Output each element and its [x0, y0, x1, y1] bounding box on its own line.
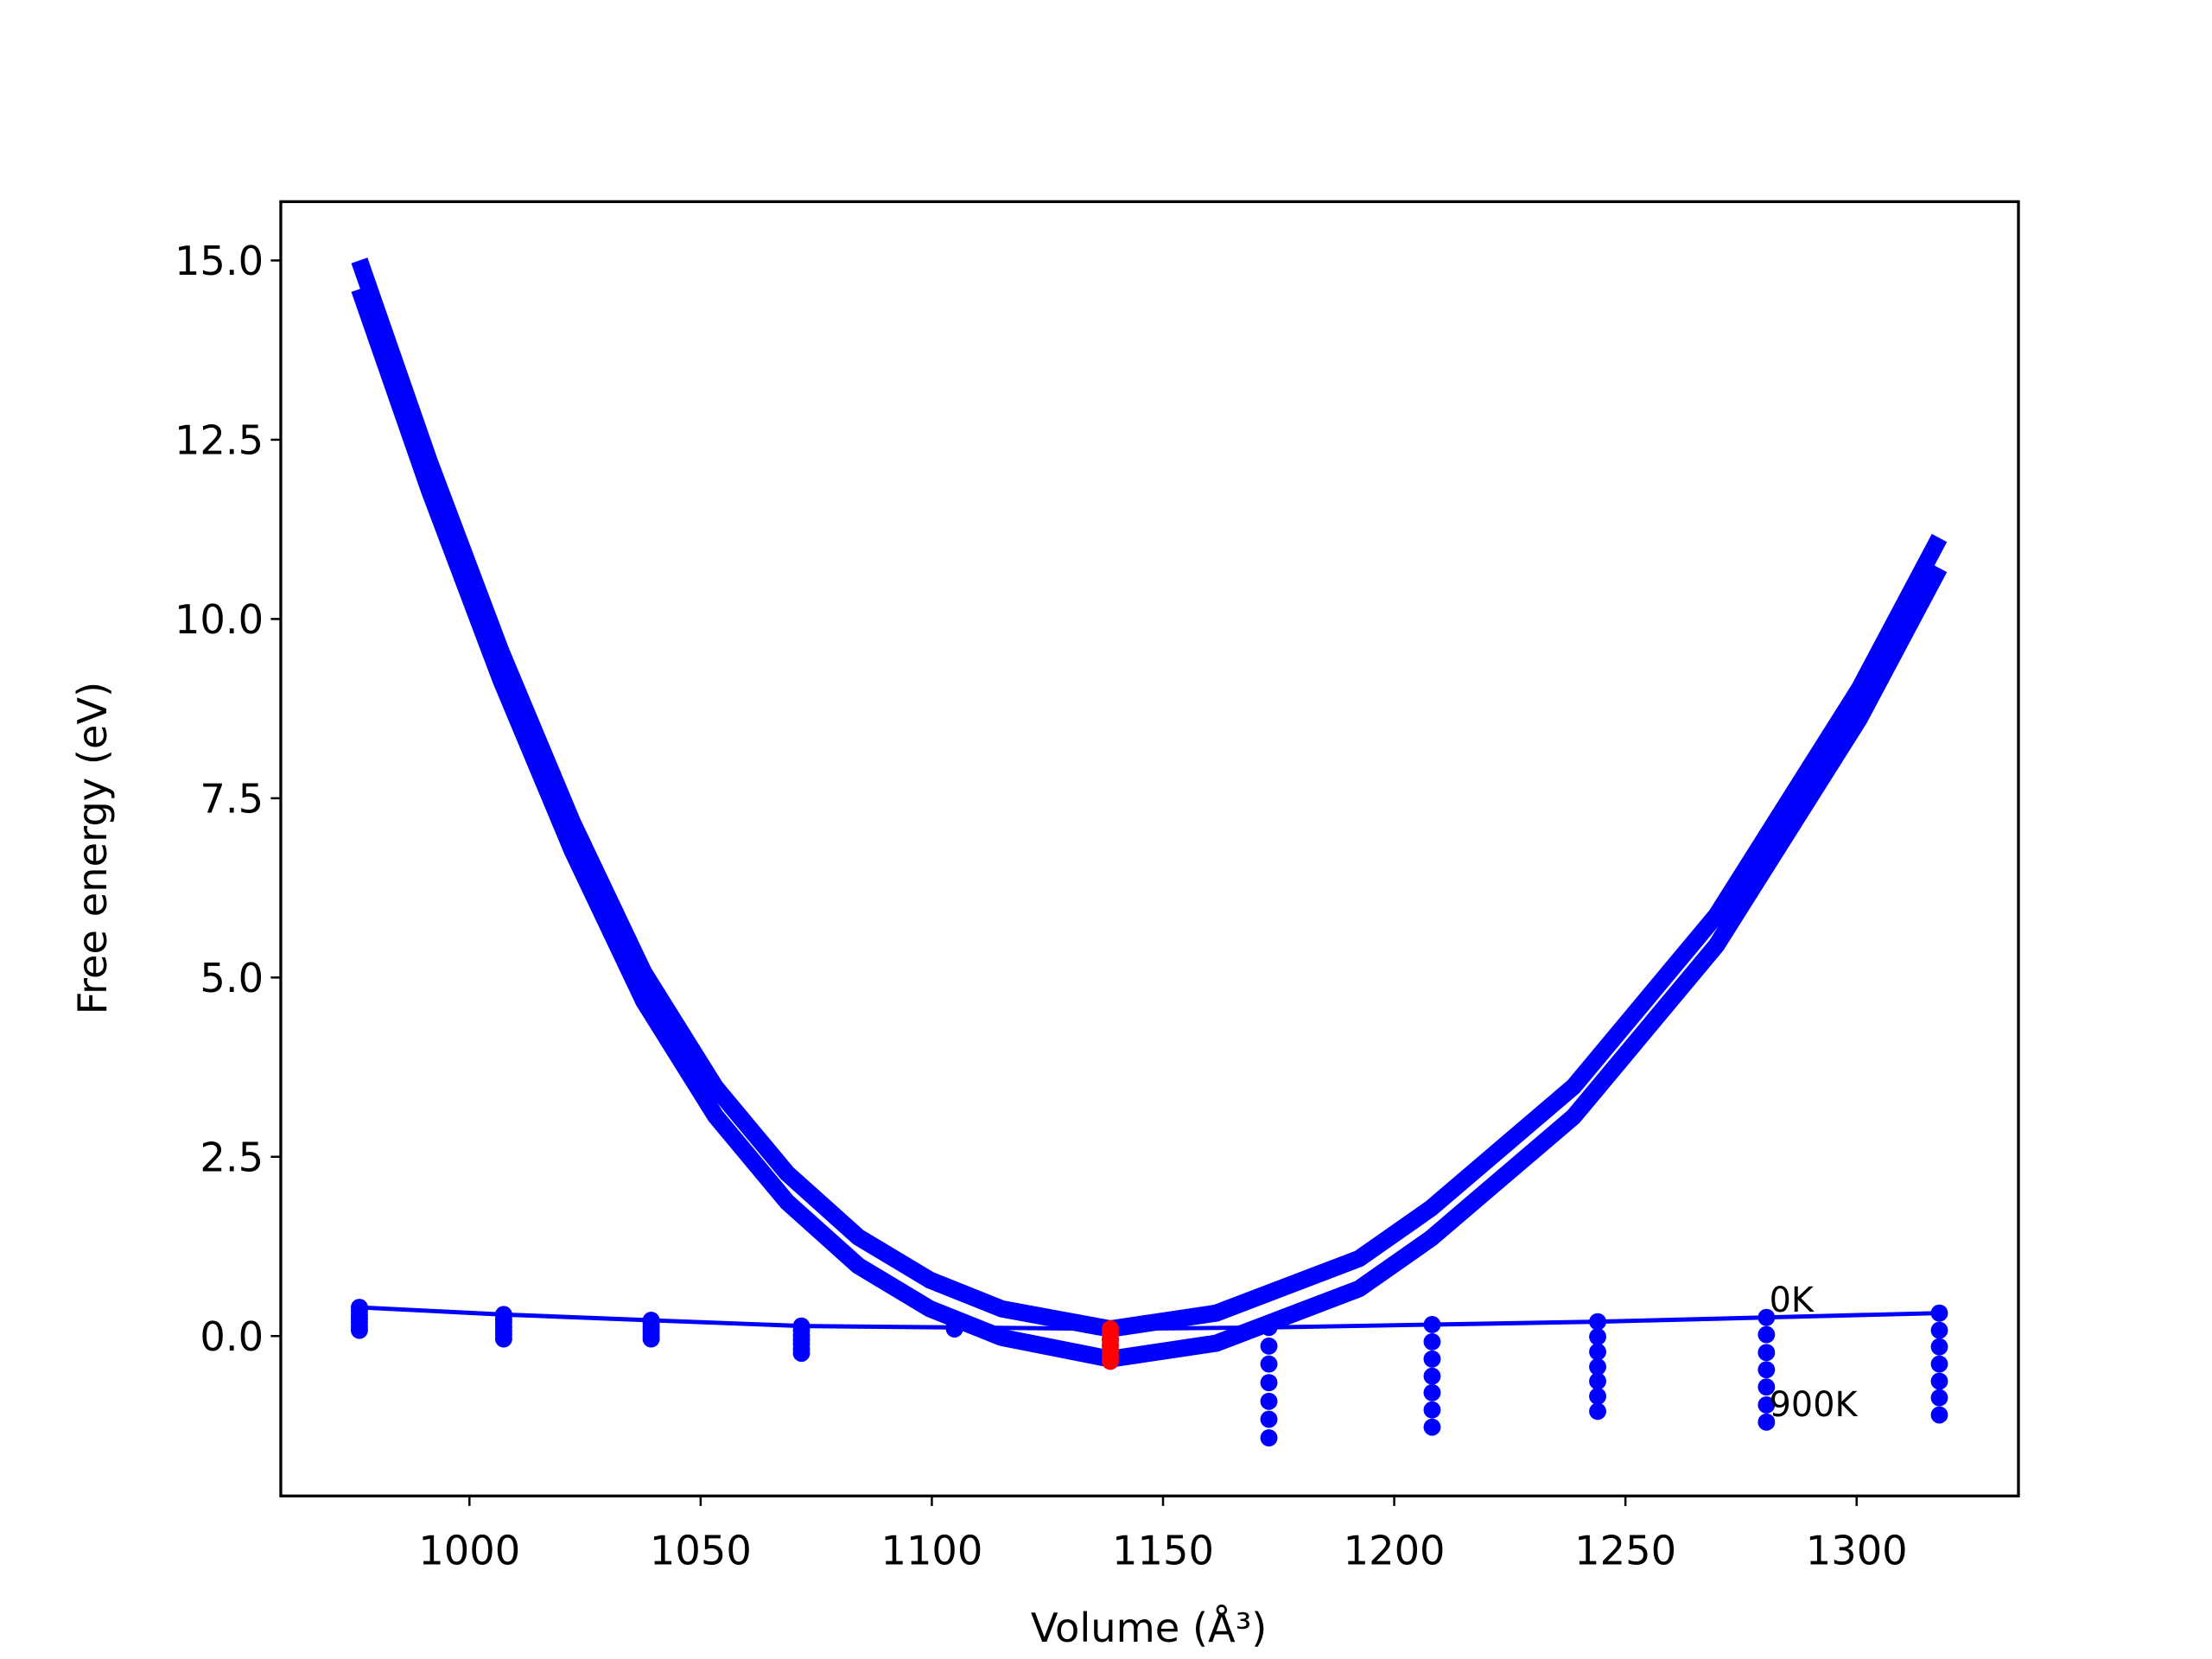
annotation: 900K [1770, 1385, 1859, 1425]
marker [1758, 1308, 1776, 1326]
marker [1260, 1410, 1278, 1428]
y-tick-label: 0.0 [200, 1313, 264, 1360]
y-tick-label: 5.0 [200, 955, 264, 1001]
marker [1423, 1367, 1441, 1385]
x-tick-label: 1150 [1112, 1528, 1214, 1574]
marker [1758, 1413, 1776, 1431]
marker [1423, 1316, 1441, 1333]
marker [1589, 1402, 1606, 1421]
annotation: 0K [1770, 1281, 1815, 1320]
marker [1260, 1429, 1278, 1447]
y-axis-label: Free energy (eV) [69, 682, 116, 1015]
marker [1102, 1352, 1119, 1370]
marker [1260, 1355, 1278, 1373]
y-tick-label: 15.0 [175, 238, 264, 284]
marker [1930, 1321, 1948, 1339]
y-tick-label: 10.0 [175, 596, 264, 643]
marker [1930, 1389, 1948, 1407]
marker [945, 1320, 963, 1338]
marker [1423, 1350, 1441, 1368]
marker [494, 1330, 512, 1348]
x-tick-label: 1050 [650, 1528, 752, 1574]
marker [1930, 1355, 1948, 1373]
marker [1758, 1378, 1776, 1396]
fit-curve [351, 257, 1948, 1338]
marker [1589, 1313, 1606, 1331]
x-axis-label: Volume (Å³) [1031, 1605, 1267, 1651]
x-tick-label: 1300 [1806, 1528, 1908, 1574]
x-tick-label: 1250 [1574, 1528, 1676, 1574]
marker [351, 1321, 368, 1339]
marker [1589, 1328, 1606, 1346]
plot-frame [279, 200, 2020, 1497]
marker [1758, 1325, 1776, 1344]
marker [1758, 1395, 1776, 1414]
marker [1930, 1304, 1948, 1322]
fit-curve [351, 286, 1948, 1368]
y-tick-label: 7.5 [200, 775, 264, 822]
marker [1930, 1406, 1948, 1424]
marker [1260, 1374, 1278, 1392]
marker [1930, 1338, 1948, 1356]
marker [1758, 1361, 1776, 1379]
marker [1260, 1319, 1278, 1337]
x-tick-label: 1200 [1344, 1528, 1446, 1574]
marker [1260, 1337, 1278, 1355]
marker [1423, 1401, 1441, 1419]
marker [642, 1330, 660, 1348]
y-tick-label: 2.5 [200, 1134, 264, 1180]
marker [1589, 1388, 1606, 1405]
marker [1423, 1383, 1441, 1402]
x-tick-label: 1000 [418, 1528, 520, 1574]
marker [1423, 1418, 1441, 1436]
marker [1589, 1372, 1606, 1390]
marker [1589, 1358, 1606, 1376]
marker [1423, 1332, 1441, 1351]
marker [792, 1344, 810, 1363]
x-tick-label: 1100 [880, 1528, 982, 1574]
marker [1930, 1372, 1948, 1390]
marker [1260, 1392, 1278, 1410]
marker [1758, 1344, 1776, 1362]
marker [1589, 1343, 1606, 1361]
y-tick-label: 12.5 [175, 416, 264, 463]
